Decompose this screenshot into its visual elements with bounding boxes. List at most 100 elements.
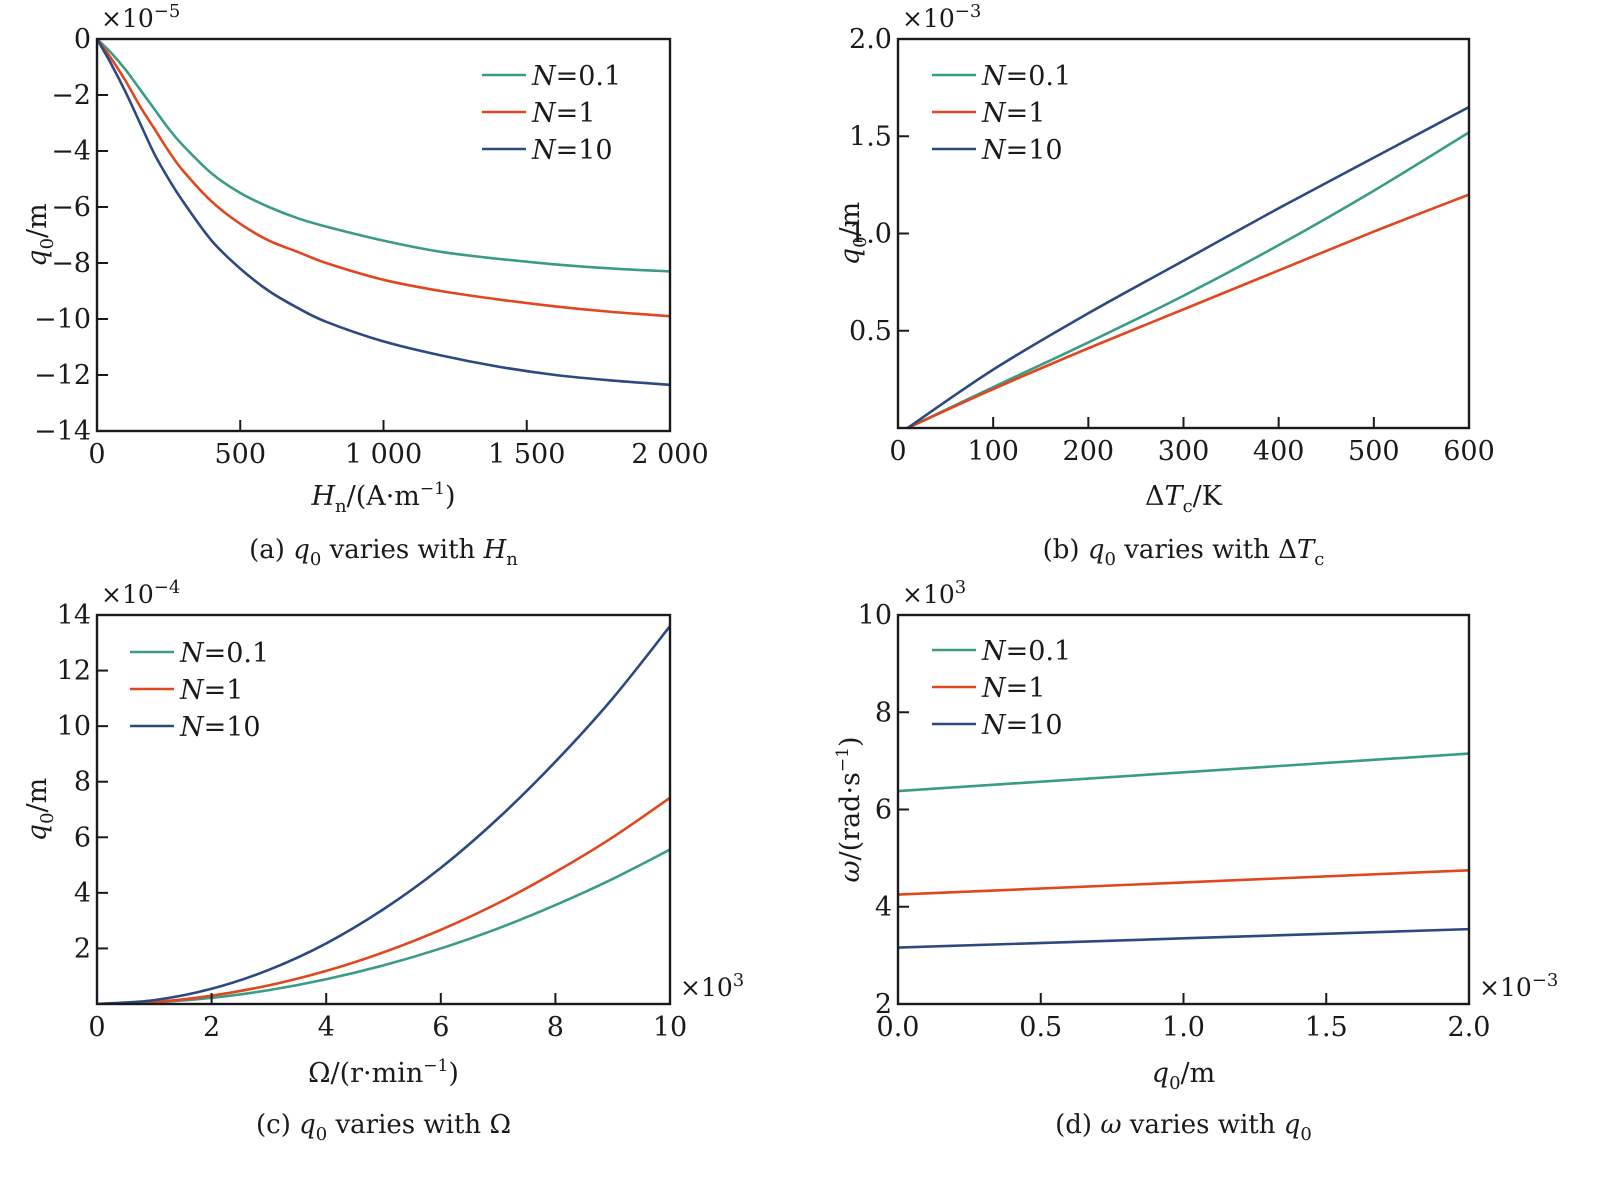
x-tick-label: 2.0 bbox=[1448, 1012, 1491, 1043]
series-line-n01 bbox=[97, 848, 670, 1004]
legend-label: N=0.1 bbox=[179, 638, 269, 669]
y-tick-label: 8 bbox=[74, 767, 91, 798]
x-tick-label: 1.5 bbox=[1305, 1012, 1348, 1043]
y-multiplier: ×103 bbox=[902, 577, 966, 609]
series-line-n1 bbox=[97, 39, 670, 318]
legend-label: N=1 bbox=[981, 673, 1045, 704]
y-tick-label: 4 bbox=[875, 892, 892, 923]
x-tick-label: 0.0 bbox=[877, 1012, 920, 1043]
y-tick-label: 1.5 bbox=[849, 121, 892, 152]
x-tick-label: 0 bbox=[88, 439, 105, 470]
x-tick-label: 4 bbox=[318, 1012, 335, 1043]
series-line-n10 bbox=[898, 927, 1469, 949]
y-tick-label: 14 bbox=[57, 600, 91, 631]
x-tick-label: 200 bbox=[1063, 436, 1115, 467]
legend-label: N=10 bbox=[179, 712, 261, 743]
series-line-n01 bbox=[97, 39, 670, 273]
series-group bbox=[906, 105, 1469, 428]
x-tick-label: 600 bbox=[1443, 436, 1495, 467]
y-tick-label: 1.0 bbox=[849, 219, 892, 250]
legend-label: N=0.1 bbox=[531, 61, 621, 92]
y-tick-label: 10 bbox=[57, 711, 91, 742]
y-tick-label: 12 bbox=[57, 656, 91, 687]
y-tick-label: −14 bbox=[34, 416, 91, 447]
y-tick-label: 2 bbox=[74, 933, 91, 964]
y-multiplier: ×10−5 bbox=[101, 1, 180, 33]
series-line-n1 bbox=[898, 868, 1469, 896]
y-multiplier: ×10−4 bbox=[101, 577, 180, 609]
x-tick-label: 1 500 bbox=[488, 439, 565, 470]
x-tick-label: 0.5 bbox=[1019, 1012, 1062, 1043]
y-tick-label: 10 bbox=[858, 600, 892, 631]
series-line-n01 bbox=[898, 752, 1469, 793]
y-tick-label: 2 bbox=[875, 989, 892, 1020]
x-tick-label: 400 bbox=[1253, 436, 1305, 467]
series-group bbox=[97, 625, 670, 1004]
x-tick-label: 1 000 bbox=[345, 439, 422, 470]
panel-caption: (d) ω varies with q0 bbox=[1055, 1110, 1312, 1145]
x-tick-label: 1.0 bbox=[1162, 1012, 1205, 1043]
axes-frame bbox=[95, 613, 672, 1006]
series-line-n10 bbox=[97, 625, 670, 1004]
y-tick-label: 0.5 bbox=[849, 316, 892, 347]
y-axis-label: ω/(rad·s−1) bbox=[833, 737, 866, 883]
x-tick-label: 2 bbox=[203, 1012, 220, 1043]
x-tick-label: 300 bbox=[1158, 436, 1210, 467]
x-tick-label: 500 bbox=[1348, 436, 1400, 467]
panel-caption: (c) q0 varies with Ω bbox=[256, 1110, 511, 1145]
series-line-n1 bbox=[97, 796, 670, 1004]
legend: N=0.1 N=1 N=10 bbox=[932, 61, 1071, 166]
x-tick-label: 8 bbox=[547, 1012, 564, 1043]
x-tick-label: 0 bbox=[88, 1012, 105, 1043]
panel-c: 0 2 4 6 8 10 2 4 6 8 10 12 14 ×10−4 ×103 Ω/(r·min−1) q0/… bbox=[22, 577, 744, 1145]
y-tick-label: 6 bbox=[74, 822, 91, 853]
x-tick-label: 500 bbox=[214, 439, 266, 470]
y-tick-label: −2 bbox=[51, 80, 91, 111]
y-tick-label: 0 bbox=[74, 24, 91, 55]
legend: N=0.1 N=1 N=10 bbox=[130, 638, 269, 743]
panel-caption: (a) q0 varies with Hn bbox=[249, 535, 518, 570]
y-tick-label: −6 bbox=[51, 192, 91, 223]
series-line-n1 bbox=[906, 193, 1469, 428]
x-tick-label: 10 bbox=[653, 1012, 687, 1043]
legend-label: N=0.1 bbox=[981, 61, 1071, 92]
x-tick-label: 2 000 bbox=[631, 439, 708, 470]
series-line-n10 bbox=[97, 39, 670, 387]
y-multiplier: ×10−3 bbox=[902, 1, 981, 33]
panel-b: 0 100 200 300 400 500 600 0.5 1.0 1.5 2.0 ×10−3 ΔTc/… bbox=[835, 1, 1495, 570]
y-tick-label: −12 bbox=[34, 360, 91, 391]
legend-label: N=10 bbox=[531, 135, 613, 166]
legend: N=0.1 N=1 N=10 bbox=[482, 61, 621, 166]
x-axis-label: q0/m bbox=[1152, 1058, 1215, 1094]
y-tick-label: −10 bbox=[34, 304, 91, 335]
x-tick-label: 100 bbox=[967, 436, 1019, 467]
series-line-n01 bbox=[906, 131, 1469, 428]
y-tick-label: 4 bbox=[74, 878, 91, 909]
x-axis-label: ΔTc/K bbox=[1145, 481, 1223, 517]
legend-label: N=1 bbox=[981, 98, 1045, 129]
legend-label: N=1 bbox=[531, 98, 595, 129]
x-multiplier: ×10−3 bbox=[1479, 970, 1558, 1002]
legend-label: N=10 bbox=[981, 135, 1063, 166]
x-axis-label: Ω/(r·min−1) bbox=[308, 1056, 459, 1089]
series-group bbox=[97, 39, 670, 387]
x-axis-label: Hn/(A·m−1) bbox=[310, 479, 455, 517]
legend-label: N=0.1 bbox=[981, 636, 1071, 667]
y-axis-label: q0/m bbox=[835, 202, 871, 265]
panel-d: 0.0 0.5 1.0 1.5 2.0 2 4 6 8 10 ×103 ×10−3 q0/m ω/(rad… bbox=[833, 577, 1558, 1145]
y-tick-label: 6 bbox=[875, 795, 892, 826]
y-tick-label: 8 bbox=[875, 697, 892, 728]
series-line-n10 bbox=[906, 105, 1469, 428]
x-tick-label: 6 bbox=[432, 1012, 449, 1043]
panel-a: 0 500 1 000 1 500 2 000 0 −2 −4 −6 −8 −10 −12 −14 ×10… bbox=[22, 1, 709, 570]
series-group bbox=[898, 752, 1469, 949]
x-tick-label: 0 bbox=[889, 436, 906, 467]
legend: N=0.1 N=1 N=10 bbox=[932, 636, 1071, 741]
y-axis-label: q0/m bbox=[22, 778, 58, 841]
y-axis-label: q0/m bbox=[22, 203, 58, 266]
legend-label: N=10 bbox=[981, 710, 1063, 741]
x-multiplier: ×103 bbox=[680, 970, 744, 1002]
y-tick-label: 2.0 bbox=[849, 24, 892, 55]
y-tick-label: −8 bbox=[51, 248, 91, 279]
